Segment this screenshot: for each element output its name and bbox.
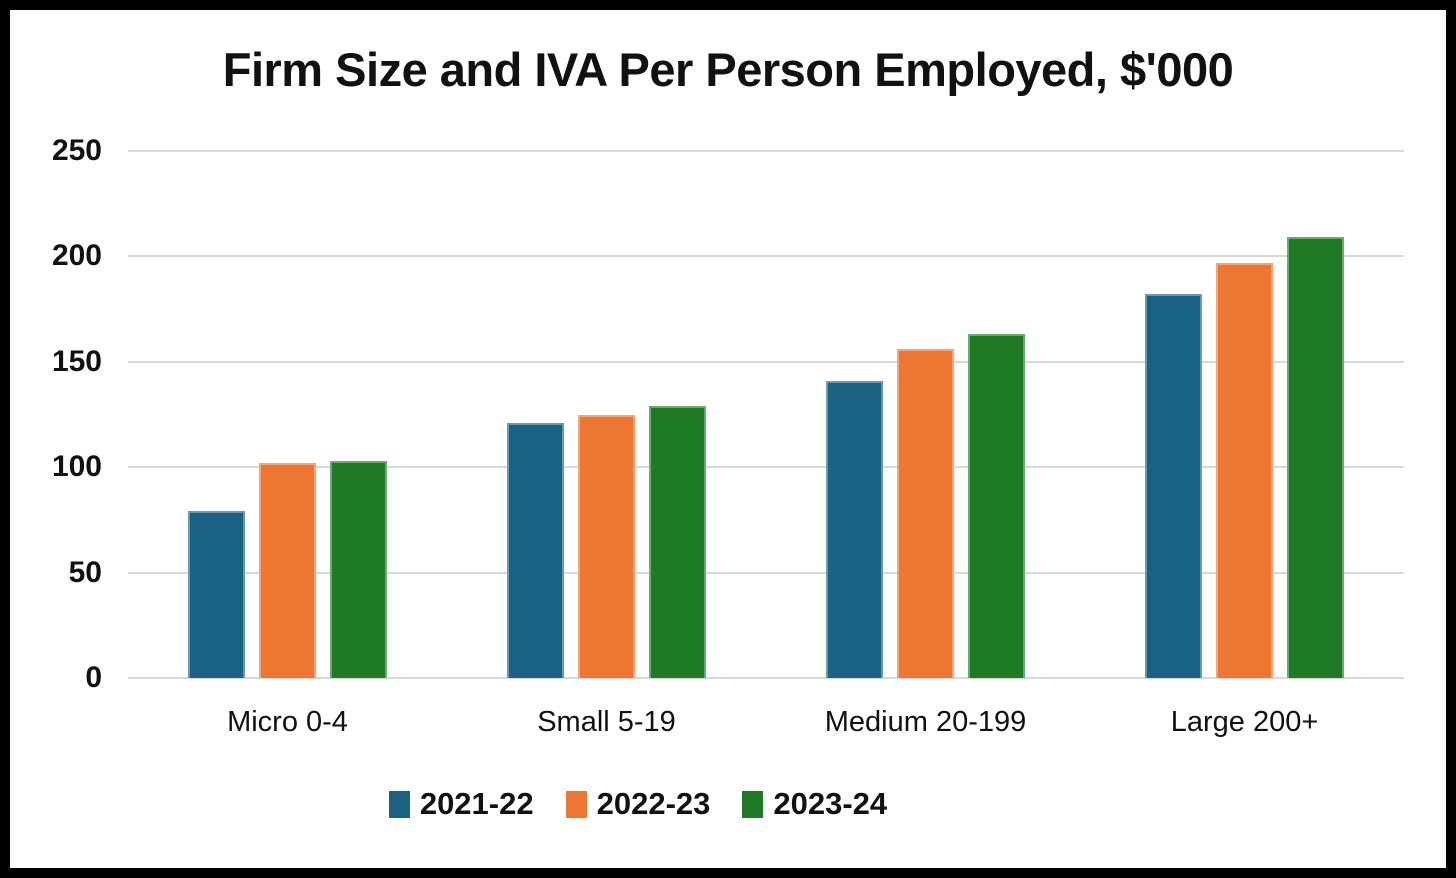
bar-2022-23 <box>259 462 316 678</box>
y-axis: 0 50 100 150 200 250 <box>24 134 102 694</box>
plot-area <box>128 150 1404 679</box>
x-tick-label: Large 200+ <box>1170 706 1319 738</box>
legend-item-2022-23: 2022-23 <box>565 786 711 822</box>
bar-2023-24 <box>330 460 387 678</box>
gridline <box>128 677 1404 679</box>
bar-2023-24 <box>649 406 706 678</box>
y-tick-label: 250 <box>51 134 102 167</box>
y-tick-label: 200 <box>51 239 102 273</box>
bar-2022-23 <box>1216 262 1273 678</box>
chart-title: Firm Size and IVA Per Person Employed, $… <box>222 43 1234 96</box>
x-tick-label: Micro 0-4 <box>227 706 348 738</box>
gridline <box>128 360 1404 363</box>
bar-group-micro-0-4 <box>128 151 447 678</box>
bar-2021-22 <box>1145 294 1202 678</box>
gridline <box>128 150 1404 152</box>
bar-2022-23 <box>578 414 635 678</box>
legend-label: 2022-23 <box>596 786 711 821</box>
bar-2021-22 <box>826 380 883 678</box>
x-tick-label: Small 5-19 <box>537 706 676 738</box>
x-axis: Micro 0-4 Small 5-19 Medium 20-199 Large 20… <box>128 706 1404 739</box>
bar-2023-24 <box>1287 237 1344 678</box>
y-tick-label: 50 <box>68 555 102 589</box>
legend-item-2023-24: 2023-24 <box>742 786 887 822</box>
legend-item-2021-22: 2021-22 <box>388 786 534 822</box>
gridline <box>128 255 1404 258</box>
bar-2021-22 <box>507 422 564 678</box>
legend-swatch-icon <box>565 790 587 818</box>
bar-2022-23 <box>897 349 954 678</box>
y-tick-label: 150 <box>51 344 102 378</box>
legend-label: 2023-24 <box>773 786 888 821</box>
bar-group-small-5-19 <box>447 151 766 678</box>
gridline <box>128 466 1404 469</box>
legend-label: 2021-22 <box>419 786 534 821</box>
bar-group-medium-20-199 <box>766 151 1085 678</box>
y-tick-label: 100 <box>51 450 102 484</box>
bar-2021-22 <box>188 511 245 678</box>
y-tick-label: 0 <box>85 661 102 694</box>
gridline <box>128 571 1404 574</box>
bar-2023-24 <box>968 334 1025 678</box>
bar-group-large-200- <box>1085 151 1404 678</box>
legend: 2021-22 2022-23 2023-24 <box>10 786 1446 822</box>
x-tick-label: Medium 20-199 <box>824 706 1027 738</box>
legend-swatch-icon <box>388 790 410 818</box>
legend-swatch-icon <box>742 790 764 818</box>
